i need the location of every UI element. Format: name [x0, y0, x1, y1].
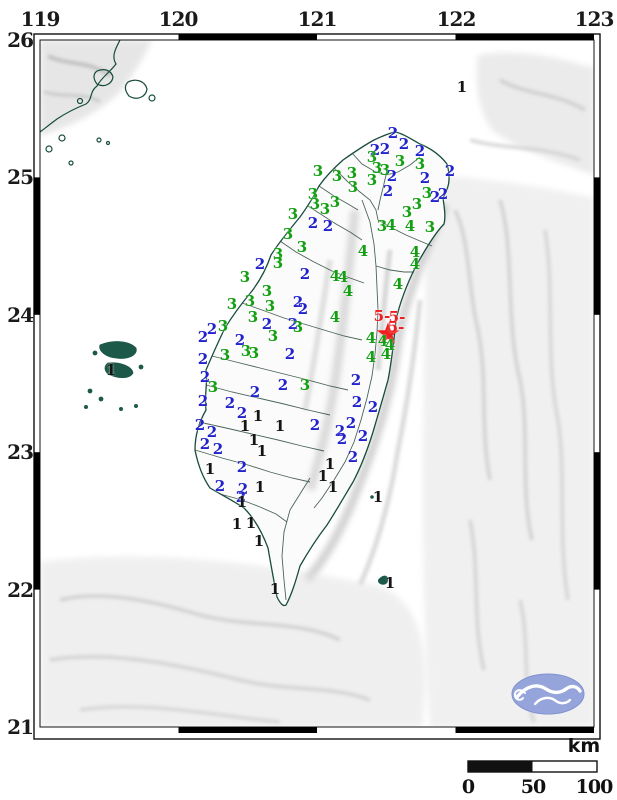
china-coastline: [40, 40, 156, 166]
map-frame: [33, 33, 601, 740]
penghu-islands: [84, 341, 144, 411]
relief-shading: [40, 40, 594, 727]
scale-bar: [467, 760, 598, 773]
green-island: [370, 495, 374, 499]
county-boundaries: [194, 152, 433, 601]
cwb-wave-logo: [511, 673, 585, 715]
orchid-island: [377, 575, 389, 585]
east-islands: [370, 495, 389, 585]
epicenter-star-icon: [376, 322, 400, 344]
taiwan-island: [194, 131, 450, 607]
taiwan-coastline: [194, 131, 450, 607]
